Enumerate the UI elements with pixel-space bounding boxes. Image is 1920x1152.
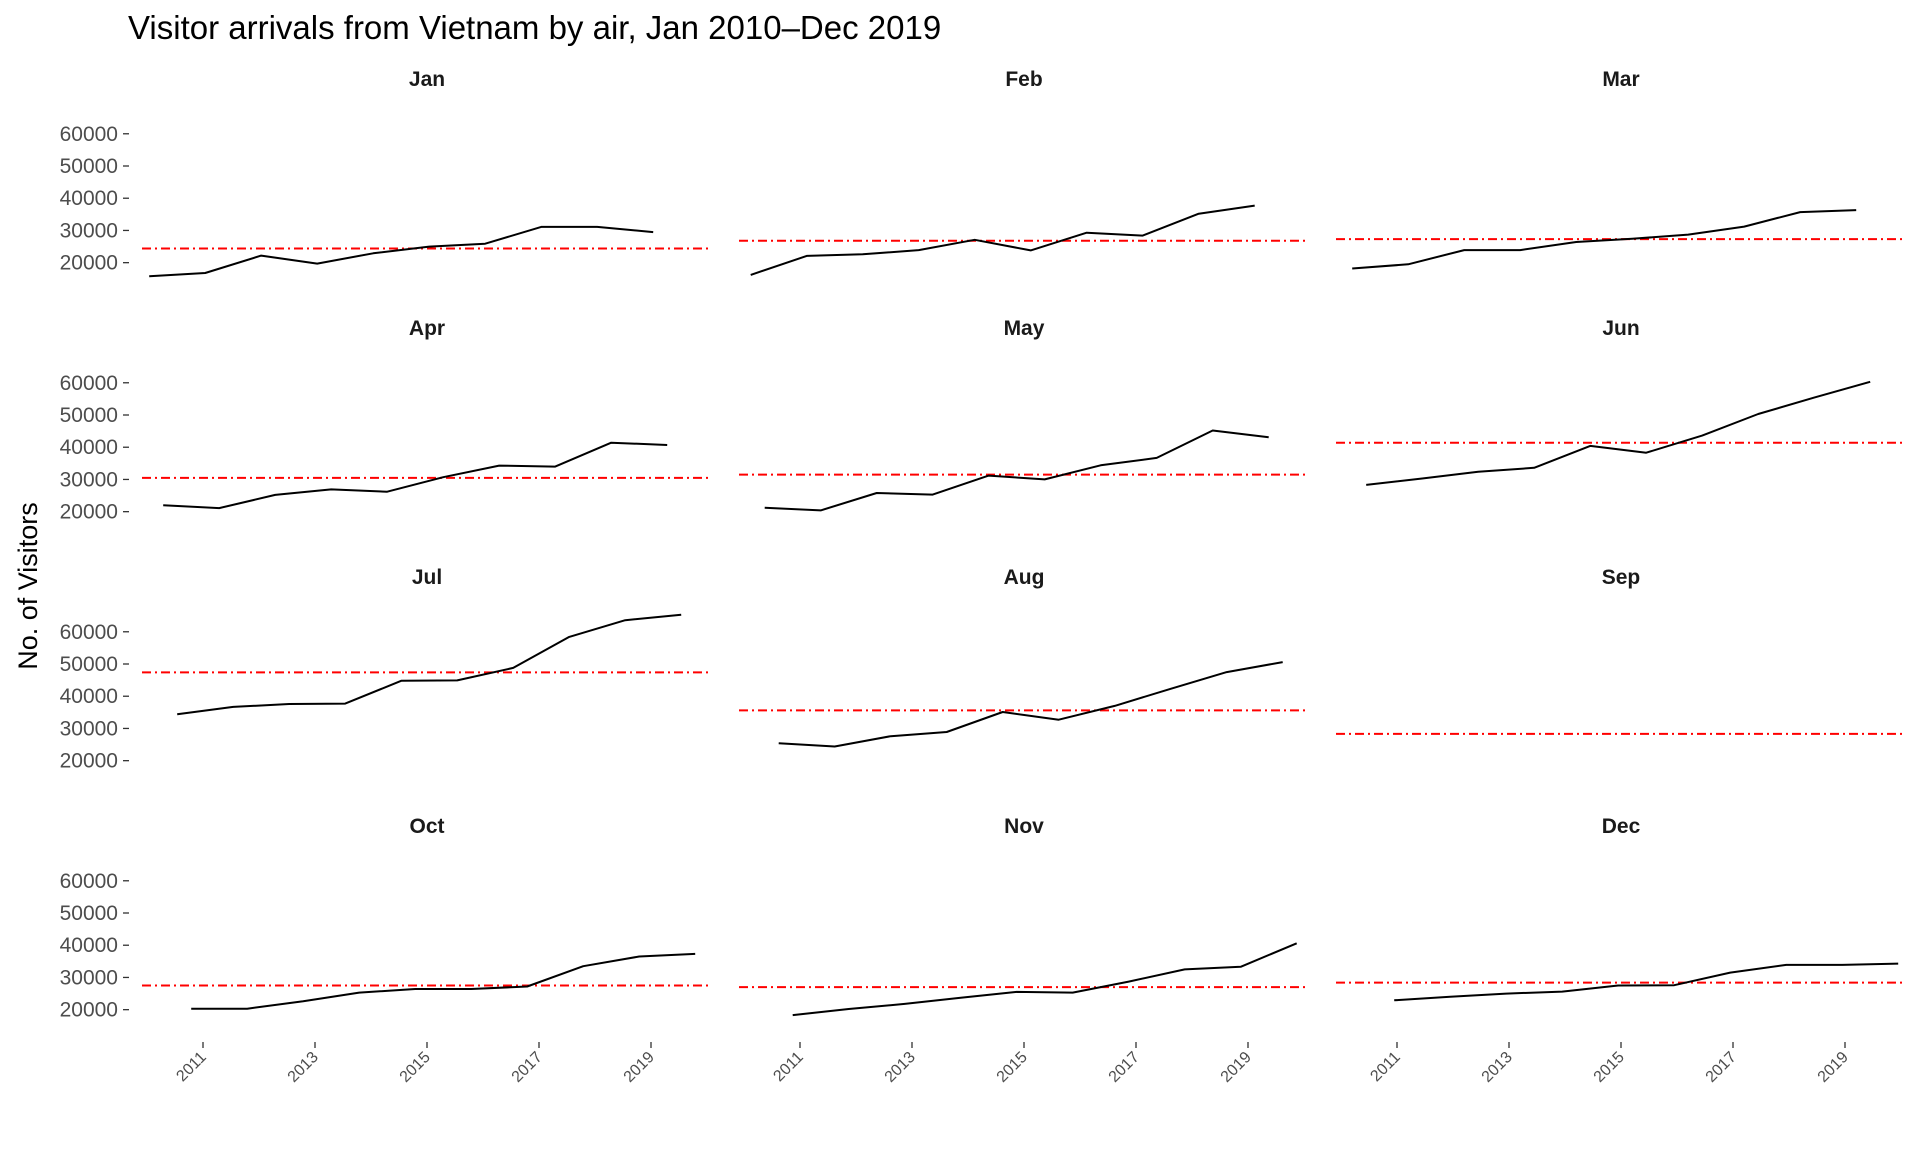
panel-nov: Nov 2011 2013 2015 2017 2019: [739, 815, 1309, 1086]
panel-title-dec: Dec: [1602, 815, 1641, 838]
series-line-nov: [792, 942, 1298, 1017]
panel-may: May: [739, 317, 1309, 512]
chart-title: Visitor arrivals from Vietnam by air, Ja…: [128, 9, 941, 46]
y-tick-label: 30000: [60, 717, 118, 740]
series-line-jun: [1366, 380, 1871, 486]
y-axis-label: No. of Visitors: [13, 502, 43, 670]
panel-title-feb: Feb: [1005, 68, 1042, 91]
y-tick-label: 50000: [60, 404, 118, 427]
y-tick-label: 20000: [60, 999, 118, 1022]
panel-title-nov: Nov: [1004, 815, 1044, 838]
y-tick-label: 30000: [60, 219, 118, 242]
panel-title-apr: Apr: [409, 317, 445, 340]
panel-title-sep: Sep: [1602, 566, 1641, 589]
panel-jun: Jun: [1336, 317, 1906, 486]
x-tick-label: 2019: [1815, 1049, 1852, 1086]
series-line-aug: [778, 661, 1283, 748]
x-tick-label: 2015: [1591, 1049, 1628, 1086]
y-tick-label: 60000: [60, 372, 118, 395]
y-tick-label: 60000: [60, 123, 118, 146]
facet-panels: Jan 20000 30000 40000 50000 60000 Feb Mar Apr 200…: [60, 68, 1906, 1086]
series-line-jul: [177, 613, 682, 716]
x-tick-label: 2013: [285, 1049, 322, 1086]
y-tick-label: 60000: [60, 870, 118, 893]
x-tick-label: 2015: [994, 1049, 1031, 1086]
y-tick-label: 60000: [60, 621, 118, 644]
y-tick-label: 50000: [60, 155, 118, 178]
panel-title-aug: Aug: [1004, 566, 1045, 589]
panel-jan: Jan 20000 30000 40000 50000 60000: [60, 68, 712, 278]
x-tick-label: 2017: [1106, 1049, 1143, 1086]
y-tick-label: 40000: [60, 187, 118, 210]
panel-jul: Jul 20000 30000 40000 50000 60000: [60, 566, 712, 773]
series-line-feb: [750, 204, 1255, 276]
panel-title-jun: Jun: [1602, 317, 1639, 340]
x-tick-label: 2019: [1218, 1049, 1255, 1086]
y-tick-label: 20000: [60, 501, 118, 524]
y-tick-label: 50000: [60, 653, 118, 676]
y-tick-label: 40000: [60, 436, 118, 459]
y-tick-label: 20000: [60, 750, 118, 773]
panel-title-may: May: [1004, 317, 1045, 340]
panel-feb: Feb: [739, 68, 1309, 276]
x-tick-label: 2015: [397, 1049, 434, 1086]
series-line-dec: [1394, 962, 1899, 1002]
panel-mar: Mar: [1336, 68, 1906, 270]
x-tick-label: 2013: [882, 1049, 919, 1086]
y-tick-label: 30000: [60, 966, 118, 989]
y-tick-label: 40000: [60, 934, 118, 957]
x-tick-label: 2017: [509, 1049, 546, 1086]
series-line-may: [764, 429, 1269, 512]
panel-title-jan: Jan: [409, 68, 445, 91]
y-tick-label: 20000: [60, 252, 118, 275]
x-tick-label: 2019: [621, 1049, 658, 1086]
y-tick-label: 40000: [60, 685, 118, 708]
x-tick-label: 2013: [1479, 1049, 1516, 1086]
x-tick-label: 2011: [173, 1049, 209, 1085]
x-tick-label: 2011: [1367, 1049, 1403, 1085]
y-tick-label: 50000: [60, 902, 118, 925]
panel-oct: Oct 20000 30000 40000 50000 60000 2011 2013 2015…: [60, 815, 712, 1086]
y-tick-label: 30000: [60, 468, 118, 491]
x-tick-label: 2011: [770, 1049, 806, 1085]
panel-sep: Sep: [1336, 566, 1906, 735]
panel-aug: Aug: [739, 566, 1309, 748]
panel-title-mar: Mar: [1602, 68, 1639, 91]
panel-title-jul: Jul: [412, 566, 442, 589]
panel-apr: Apr 20000 30000 40000 50000 60000: [60, 317, 712, 524]
series-line-mar: [1352, 209, 1857, 270]
x-tick-label: 2017: [1703, 1049, 1740, 1086]
series-line-jan: [149, 225, 654, 278]
series-line-oct: [191, 952, 696, 1010]
series-line-apr: [163, 441, 668, 510]
panel-title-oct: Oct: [409, 815, 444, 838]
panel-dec: Dec 2011 2013 2015 2017 2019: [1336, 815, 1906, 1086]
